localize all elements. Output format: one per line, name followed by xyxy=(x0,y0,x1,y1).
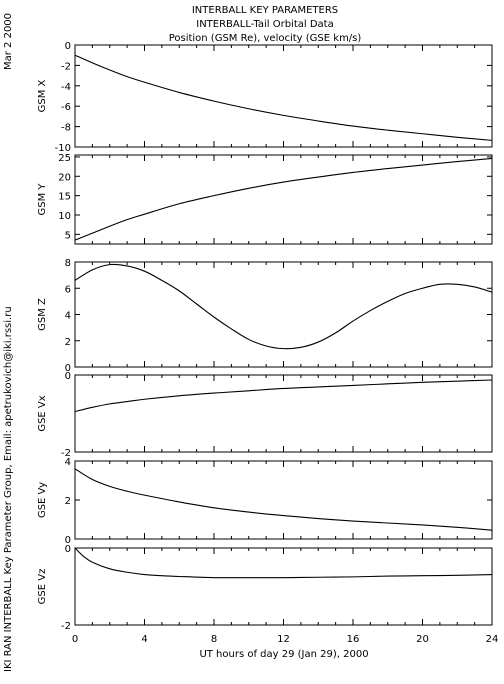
y-tick-label: 0 xyxy=(65,544,71,555)
y-axis-label: GSE Vz xyxy=(37,569,48,605)
series-line xyxy=(74,157,493,241)
y-tick-label: -6 xyxy=(61,102,71,113)
y-tick-label: 6 xyxy=(65,284,71,295)
y-tick-label: -2 xyxy=(61,448,71,459)
x-tick-label: 16 xyxy=(347,634,360,645)
y-tick-label: 0 xyxy=(65,363,71,374)
panel-frame xyxy=(74,44,493,148)
x-tick-label: 20 xyxy=(416,634,429,645)
y-tick-label: 2 xyxy=(65,496,71,507)
y-tick-label: 0 xyxy=(65,371,71,382)
y-tick-label: -2 xyxy=(61,61,71,72)
figure-subtitle: INTERBALL-Tail Orbital Data xyxy=(196,19,333,30)
credit-line: IKI RAN INTERBALL Key Parameter Group, E… xyxy=(3,306,14,672)
x-axis-label: UT hours of day 29 (Jan 29), 2000 xyxy=(199,649,368,660)
figure-title: INTERBALL KEY PARAMETERS xyxy=(192,5,338,16)
panel-frame xyxy=(74,154,493,245)
y-axis-label: GSM Z xyxy=(37,298,48,331)
figure-subtitle-2: Position (GSM Re), velocity (GSE km/s) xyxy=(169,33,362,44)
x-tick-label: 0 xyxy=(72,634,78,645)
date-stamp: Mar 2 2000 xyxy=(3,13,14,70)
x-tick-label: 8 xyxy=(211,634,217,645)
panel-frame xyxy=(74,374,493,453)
y-tick-label: 5 xyxy=(65,230,71,241)
panel-2: 8 6 4 2 0 GSM Z xyxy=(37,258,493,374)
panel-1: 25 20 15 10 5 GSM Y xyxy=(37,153,493,245)
y-tick-label: 4 xyxy=(65,457,71,468)
x-tick-label: 12 xyxy=(277,634,290,645)
y-tick-label: -4 xyxy=(61,82,71,93)
series-line xyxy=(74,263,493,350)
panel-4: 4 2 0 GSE Vy xyxy=(37,457,493,546)
y-tick-label: 20 xyxy=(58,172,71,183)
y-tick-label: 0 xyxy=(65,41,71,52)
x-tick-label: 4 xyxy=(141,634,147,645)
panel-3: 0 -2 GSE Vx xyxy=(37,371,493,459)
y-axis-label: GSE Vx xyxy=(37,395,48,431)
y-tick-label: 15 xyxy=(58,192,71,203)
panel-frame xyxy=(74,460,493,540)
panel-frame xyxy=(74,261,493,368)
series-line xyxy=(74,54,493,141)
y-tick-label: -10 xyxy=(55,143,71,154)
y-tick-label: 10 xyxy=(58,211,71,222)
series-line xyxy=(74,379,493,413)
x-tick-label: 24 xyxy=(486,634,499,645)
panel-0: 0 -2 -4 -6 -8 -10 GSM X xyxy=(37,41,493,154)
y-tick-label: 4 xyxy=(65,311,71,322)
y-tick-label: -2 xyxy=(61,621,71,632)
y-tick-label: 8 xyxy=(65,258,71,269)
y-tick-label: 2 xyxy=(65,337,71,348)
y-tick-label: 0 xyxy=(65,535,71,546)
y-axis-label: GSM X xyxy=(37,79,48,112)
series-line xyxy=(74,468,493,531)
y-tick-label: 25 xyxy=(58,153,71,164)
series-line xyxy=(74,547,493,579)
panel-frame xyxy=(74,547,493,626)
y-tick-label: -8 xyxy=(61,123,71,134)
y-axis-label: GSE Vy xyxy=(37,482,48,518)
y-axis-label: GSM Y xyxy=(37,183,48,216)
